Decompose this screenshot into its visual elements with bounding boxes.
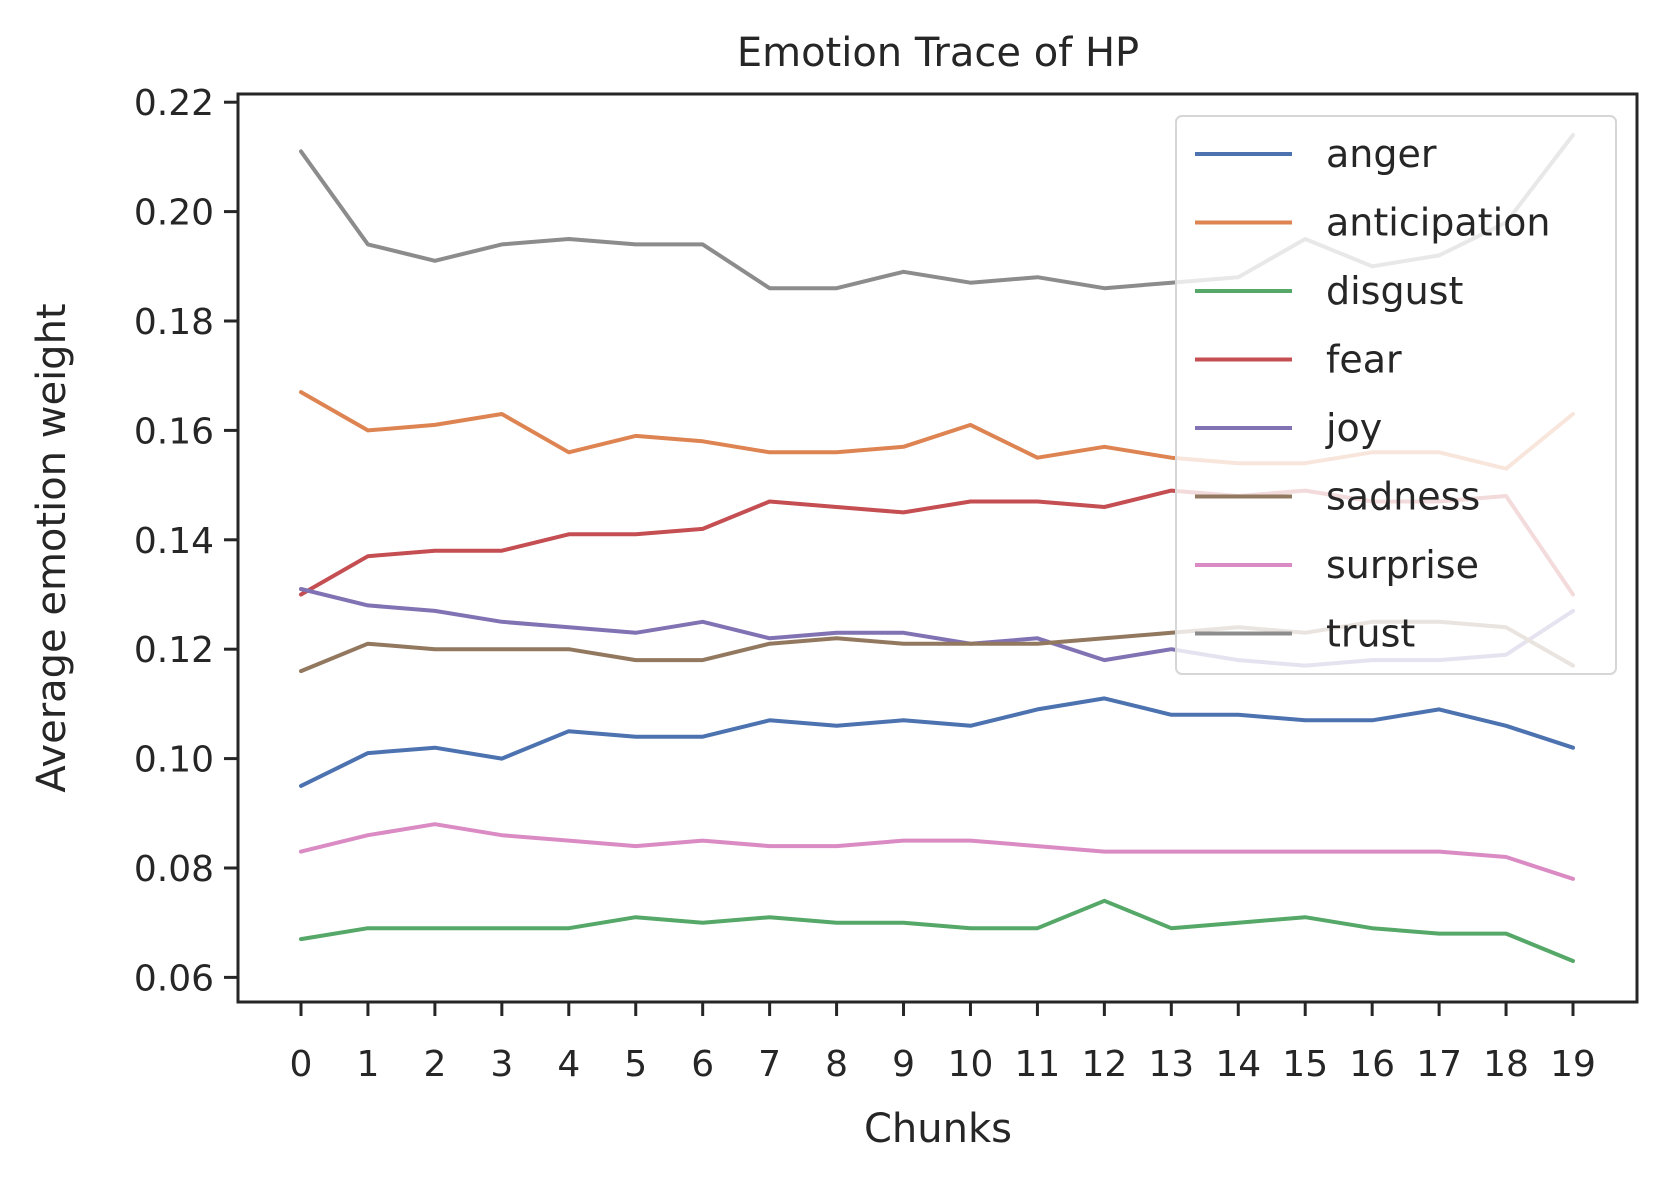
y-tick-label: 0.22 [134, 83, 214, 124]
legend-items: anger anticipation disgust fear joy sadness su… [1195, 132, 1550, 656]
legend-label-anticipation: anticipation [1326, 201, 1550, 245]
plot-frame [236, 92, 1639, 1004]
x-tick-label: 14 [1215, 1044, 1261, 1085]
y-tick-label: 0.08 [134, 849, 214, 890]
x-tick-label: 9 [892, 1044, 915, 1085]
x-tick-label: 16 [1349, 1044, 1395, 1085]
legend-label-joy: joy [1325, 406, 1382, 450]
y-tick-label: 0.16 [134, 411, 214, 452]
x-tick-label: 1 [356, 1044, 379, 1085]
legend-label-anger: anger [1326, 132, 1437, 176]
legend-label-trust: trust [1326, 612, 1415, 656]
x-tick-label: 5 [624, 1044, 647, 1085]
x-tick-label: 17 [1416, 1044, 1462, 1085]
legend-label-sadness: sadness [1326, 475, 1480, 519]
y-tick-label: 0.18 [134, 302, 214, 343]
legend-box [1175, 115, 1617, 675]
x-tick-label: 4 [557, 1044, 580, 1085]
legend-label-surprise: surprise [1326, 543, 1479, 587]
y-axis-ticks: 0.06 0.08 0.10 0.12 0.14 0.16 0.18 0.20 0.22 [134, 83, 238, 999]
x-tick-label: 8 [825, 1044, 848, 1085]
y-tick-label: 0.06 [134, 958, 214, 999]
x-tick-label: 19 [1550, 1044, 1596, 1085]
legend-label-fear: fear [1326, 338, 1402, 382]
x-tick-label: 13 [1148, 1044, 1194, 1085]
x-tick-label: 18 [1483, 1044, 1529, 1085]
y-tick-label: 0.10 [134, 740, 214, 781]
legend-label-disgust: disgust [1326, 269, 1463, 313]
x-tick-label: 6 [691, 1044, 714, 1085]
x-axis-label: Chunks [864, 1106, 1012, 1152]
y-tick-label: 0.14 [134, 521, 214, 562]
x-tick-label: 11 [1015, 1044, 1061, 1085]
x-tick-label: 3 [490, 1044, 513, 1085]
series-line-disgust [299, 898, 1575, 963]
legend: anger anticipation disgust fear joy sadness su… [1175, 115, 1617, 675]
chart-title: Emotion Trace of HP [737, 30, 1139, 76]
y-tick-label: 0.20 [134, 193, 214, 234]
x-tick-label: 10 [948, 1044, 994, 1085]
y-axis-label: Average emotion weight [29, 303, 75, 792]
series-line-surprise [299, 822, 1575, 881]
plot-lines [299, 133, 1575, 963]
x-tick-label: 12 [1081, 1044, 1127, 1085]
x-tick-label: 7 [758, 1044, 781, 1085]
y-tick-label: 0.12 [134, 630, 214, 671]
x-tick-label: 0 [290, 1044, 313, 1085]
x-tick-label: 2 [423, 1044, 446, 1085]
x-axis-ticks: 0 1 2 3 4 5 6 7 8 9 10 11 12 13 14 15 16 17 18 19 [290, 1002, 1596, 1085]
x-tick-label: 15 [1282, 1044, 1328, 1085]
series-line-anger [299, 696, 1575, 788]
